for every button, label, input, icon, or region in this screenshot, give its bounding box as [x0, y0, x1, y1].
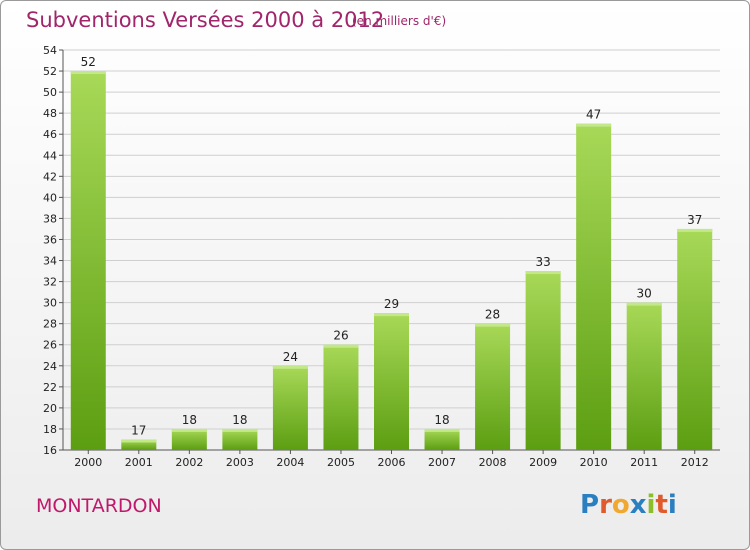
- data-label: 18: [232, 413, 247, 427]
- logo-letter: i: [646, 490, 656, 520]
- data-labels: 52 17 18 18 24 26 29 18 28 33 47 30 37: [81, 55, 703, 437]
- bar-top-highlight: [121, 439, 157, 443]
- y-tick-label: 28: [43, 318, 57, 331]
- y-tick-label: 18: [43, 423, 57, 436]
- bar-top-highlight: [475, 323, 511, 327]
- logo-letter: P: [580, 490, 600, 520]
- y-tick-label: 26: [43, 339, 57, 352]
- data-label: 33: [535, 255, 550, 269]
- data-label: 18: [434, 413, 449, 427]
- bar: [374, 313, 409, 450]
- bar: [323, 344, 359, 450]
- y-tick-label: 16: [43, 444, 57, 457]
- bar: [677, 228, 713, 450]
- x-tick-label: 2000: [74, 456, 102, 469]
- logo-letter: i: [667, 490, 677, 520]
- bar-top-highlight: [323, 344, 359, 348]
- bar-top-highlight: [626, 302, 662, 306]
- y-tick-label: 24: [43, 360, 57, 373]
- data-label: 52: [81, 55, 96, 69]
- data-label: 47: [586, 108, 601, 122]
- logo-letter: x: [629, 490, 647, 520]
- bar: [626, 302, 662, 450]
- bar-top-highlight: [272, 365, 308, 369]
- chart-subtitle: (en milliers d'€): [352, 14, 447, 28]
- chart-title: Subventions Versées 2000 à 2012: [26, 8, 385, 32]
- bar: [272, 365, 308, 450]
- y-tick-label: 34: [43, 255, 57, 268]
- y-tick-label: 46: [43, 128, 57, 141]
- y-tick-label: 38: [43, 212, 57, 225]
- x-tick-label: 2011: [630, 456, 658, 469]
- bar: [222, 428, 258, 450]
- bar: [576, 123, 612, 451]
- bar-top-highlight: [222, 428, 258, 432]
- bar-top-highlight: [677, 228, 713, 232]
- bar-top-highlight: [576, 123, 612, 127]
- y-tick-label: 32: [43, 276, 57, 289]
- y-tick-label: 48: [43, 107, 57, 120]
- x-tick-label: 2010: [580, 456, 608, 469]
- y-tick-label: 50: [43, 86, 57, 99]
- bar-top-highlight: [424, 428, 460, 432]
- bar: [121, 439, 157, 450]
- x-tick-label: 2003: [226, 456, 254, 469]
- bar: [424, 428, 460, 450]
- data-label: 29: [384, 297, 399, 311]
- y-tick-label: 42: [43, 170, 57, 183]
- y-tick-label: 36: [43, 233, 57, 246]
- data-label: 24: [283, 350, 298, 364]
- x-tick-label: 2006: [378, 456, 406, 469]
- bar: [525, 271, 561, 450]
- data-label: 17: [131, 423, 146, 437]
- logo-letter: t: [655, 490, 668, 520]
- data-label: 30: [637, 287, 652, 301]
- proxiti-logo[interactable]: Proxiti: [580, 490, 677, 520]
- x-tick-label: 2002: [175, 456, 203, 469]
- y-tick-label: 30: [43, 297, 57, 310]
- data-label: 37: [687, 213, 702, 227]
- y-tick-label: 54: [43, 44, 57, 57]
- y-tick-label: 22: [43, 381, 57, 394]
- bar: [171, 428, 207, 450]
- y-tick-label: 44: [43, 149, 57, 162]
- logo-letter: r: [599, 490, 612, 520]
- x-tick-label: 2012: [681, 456, 709, 469]
- bar: [475, 323, 511, 450]
- bar-top-highlight: [374, 313, 409, 317]
- y-tick-label: 40: [43, 191, 57, 204]
- bar-top-highlight: [70, 71, 106, 75]
- x-tick-label: 2008: [479, 456, 507, 469]
- data-label: 26: [333, 329, 348, 343]
- x-tick-label: 2004: [276, 456, 304, 469]
- x-tick-label: 2007: [428, 456, 456, 469]
- y-tick-label: 20: [43, 402, 57, 415]
- x-tick-label: 2009: [529, 456, 557, 469]
- bar-top-highlight: [525, 271, 561, 275]
- x-tick-label: 2005: [327, 456, 355, 469]
- data-label: 18: [182, 413, 197, 427]
- town-name: MONTARDON: [36, 495, 162, 517]
- x-tick-label: 2001: [125, 456, 153, 469]
- y-tick-label: 52: [43, 65, 57, 78]
- data-label: 28: [485, 308, 500, 322]
- logo-letter: o: [611, 490, 630, 520]
- bar-top-highlight: [171, 428, 207, 432]
- bar: [70, 71, 106, 450]
- bars: [70, 71, 713, 451]
